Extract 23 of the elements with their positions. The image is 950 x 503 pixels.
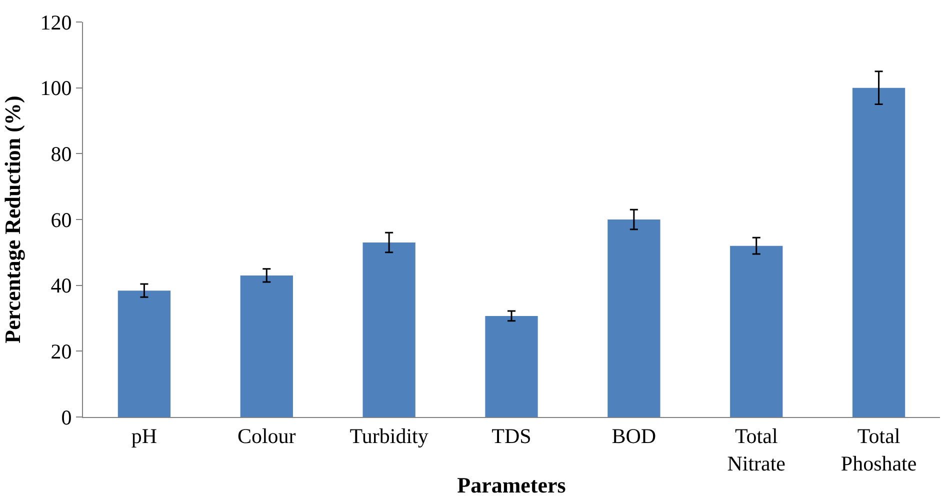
x-tick-label: Colour: [237, 424, 296, 448]
bar: [362, 242, 416, 417]
y-axis-title: Percentage Reduction (%): [0, 96, 25, 344]
bar: [852, 88, 906, 417]
y-tick-label: 40: [50, 274, 72, 298]
bar: [608, 220, 660, 417]
y-tick-label: 0: [61, 405, 72, 430]
y-tick-label: 120: [40, 10, 72, 34]
y-tick-label: 20: [50, 340, 72, 364]
x-axis-title: Parameters: [457, 472, 566, 498]
bar: [730, 246, 783, 417]
x-tick-label: Turbidity: [350, 424, 429, 448]
x-tick-label: TDS: [492, 424, 532, 448]
x-tick-label: pH: [131, 424, 158, 448]
y-tick-label: 100: [40, 76, 72, 100]
x-tick-label: Total Nitrate: [727, 424, 786, 476]
x-tick-label: Total Phoshate: [840, 424, 917, 476]
y-tick-label: 60: [50, 208, 72, 232]
y-tick-label: 80: [50, 142, 72, 166]
bar: [485, 316, 538, 417]
x-tick-label: BOD: [612, 424, 656, 448]
bar: [118, 290, 171, 417]
bar: [240, 275, 293, 417]
